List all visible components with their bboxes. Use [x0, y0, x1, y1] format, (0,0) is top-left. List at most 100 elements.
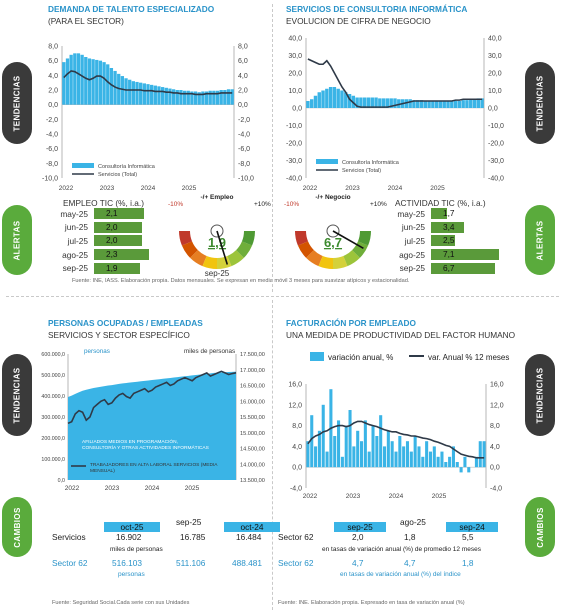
employ-gauge: -10% +10% -/+ Empleo 1,9 sep-25 [168, 194, 271, 278]
gauge-min-label: -10% [284, 201, 299, 208]
bar [371, 425, 375, 468]
bar [337, 420, 341, 468]
bar [201, 91, 205, 105]
gauge-segment [181, 241, 198, 258]
bar [347, 94, 352, 108]
alert-month: jun-25 [401, 222, 425, 233]
alert-bar [94, 221, 142, 233]
y-tick-left: -4,0 [290, 486, 302, 493]
x-tick-label: 2022 [59, 185, 74, 192]
bar [360, 441, 364, 468]
bar [230, 89, 234, 105]
gauge-min-label: -10% [168, 201, 183, 208]
bar [463, 456, 467, 468]
y-tick-right: 17.500,00 [240, 352, 265, 358]
unit-right: miles de personas [184, 348, 235, 355]
bar [412, 100, 416, 108]
y-tick-left: 0,0 [48, 102, 58, 109]
y-tick-left: -10,0 [42, 176, 58, 183]
bar [419, 100, 424, 108]
bar [219, 90, 223, 105]
bar [317, 92, 321, 108]
alert-bar [431, 249, 500, 261]
y-tick-left: 0,0 [292, 465, 302, 472]
bar [182, 90, 187, 105]
y-tick-left: 8,0 [48, 44, 58, 51]
alert-value: 2,5 [443, 235, 455, 246]
series-line [307, 420, 485, 459]
alert-row: ago-25 7,1 [385, 248, 515, 262]
legend-swatch-bar [316, 159, 338, 164]
y-tick-left: 4,0 [48, 73, 58, 80]
bar [310, 415, 314, 468]
productivity-subtitle: UNA MEDIDA DE PRODUCTIVIDAD DEL FACTOR H… [286, 330, 516, 340]
services-chart: 40,0 30,0 20,0 10,0 0,0 -10,0 -20,0 -30,0 -40,0 4… [286, 36, 504, 193]
x-tick-label: 2024 [389, 493, 404, 500]
alert-month: sep-25 [399, 263, 425, 274]
y-tick-right: 12,0 [490, 402, 504, 409]
changes-right-row1-v1: 2,0 [352, 532, 364, 542]
alert-bar-track: 1,7 [431, 208, 503, 220]
y-tick-right: 0,0 [488, 106, 498, 113]
alert-value: 3,4 [443, 221, 455, 232]
gauge-segment [333, 255, 348, 269]
bar [465, 100, 469, 108]
bar [425, 441, 429, 468]
bar [102, 62, 106, 105]
changes-right-row2-label: Sector 62 [278, 558, 314, 568]
changes-right-header-1: sep-25 [334, 517, 386, 535]
y-tick-left: -20,0 [286, 141, 302, 148]
y-tick-right: -40,0 [488, 176, 504, 183]
tendencias-pill-top-right: TENDENCIAS [525, 62, 555, 144]
y-tick-left: 10,0 [288, 88, 302, 95]
alert-row: sep-25 6,7 [385, 261, 515, 275]
gauge-segment [357, 231, 371, 246]
bar [363, 420, 367, 468]
alert-bar [431, 221, 464, 233]
activity-alert-list: may-25 1,7 jun-25 3,4 jul-25 2,5 ago-25 7,1 sep-… [385, 207, 515, 275]
changes-left-row2-v3: 488.481 [232, 558, 262, 568]
bar [91, 59, 95, 105]
x-tick-label: 2022 [303, 185, 318, 192]
series-line [67, 370, 237, 425]
y-tick-right: -2,0 [238, 117, 250, 124]
tendencias-pill-bottom-left: TENDENCIAS [2, 354, 32, 436]
bar [223, 90, 227, 105]
changes-left-note1: miles de personas [110, 546, 163, 553]
bar [333, 436, 337, 468]
y-tick-right: 8,0 [238, 44, 248, 51]
x-tick-label: 2025 [185, 485, 200, 492]
y-tick-right: -4,0 [490, 486, 502, 493]
x-tick-label: 2023 [346, 493, 361, 500]
gauge-segment [241, 231, 255, 246]
gauge-max-label: +10% [370, 201, 387, 208]
changes-left-header-1: oct-25 [104, 517, 160, 535]
y-tick-right: 8,0 [490, 423, 500, 430]
bar [106, 64, 110, 105]
bar [472, 99, 477, 108]
y-tick-left: 500.000,0 [41, 373, 65, 379]
alert-month: sep-25 [62, 263, 88, 274]
gauge-segment [318, 255, 333, 269]
alert-bar [431, 262, 496, 274]
bar [457, 101, 462, 108]
bar [444, 462, 448, 468]
bar [370, 97, 374, 108]
bar [171, 89, 176, 105]
productivity-chart: 16,0 12,0 8,0 4,0 0,0 -4,0 16,0 12,0 8,0 4,0 0,0 -4… [288, 352, 509, 500]
changes-right-row2-v3: 1,8 [462, 558, 474, 568]
alert-row: jun-25 3,4 [385, 221, 515, 235]
bar [157, 86, 161, 105]
activity-alert-title: ACTIVIDAD TIC (%, i.a.) [395, 198, 486, 208]
bar [455, 462, 459, 468]
y-tick-left: -4,0 [46, 132, 58, 139]
alert-month: jul-25 [67, 235, 88, 246]
talent-chart: 8,0 6,0 4,0 2,0 0,0 -2,0 -4,0 -6,0 -8,0 -10,0 8,0 6… [42, 44, 254, 193]
bar [179, 90, 183, 105]
alert-bar [94, 235, 142, 247]
y-tick-left: 6,0 [48, 58, 58, 65]
changes-right-note2: en tasas de variación anual (%) del índi… [340, 571, 461, 578]
y-tick-left: 400.000,0 [41, 394, 65, 400]
changes-right-header-3: sep-24 [446, 517, 498, 535]
alert-bar [431, 208, 448, 220]
